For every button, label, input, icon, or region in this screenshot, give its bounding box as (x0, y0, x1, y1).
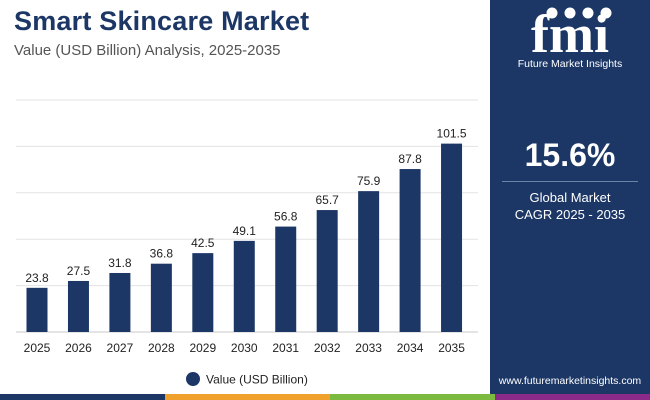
bar-2027 (109, 272, 131, 332)
x-tick-label: 2031 (272, 341, 299, 355)
x-tick-label: 2027 (107, 341, 134, 355)
x-tick-label: 2035 (438, 341, 465, 355)
stripe-segment (165, 394, 330, 400)
data-label-2025: 23.8 (25, 271, 49, 285)
data-label-2035: 101.5 (437, 127, 467, 141)
x-tick-label: 2032 (314, 341, 341, 355)
x-tick-label: 2026 (65, 341, 92, 355)
legend-label: Value (USD Billion) (206, 373, 308, 387)
cagr-label-line1: Global Market (529, 190, 611, 205)
cagr-label: Global Market CAGR 2025 - 2035 (490, 189, 650, 223)
logo-icon-dot (546, 7, 558, 19)
bar-2029 (192, 253, 214, 332)
x-tick-label: 2028 (148, 341, 175, 355)
logo-icon-dot (582, 7, 594, 19)
data-label-2034: 87.8 (398, 152, 422, 166)
bar-2034 (399, 169, 421, 332)
stripe-segment (330, 394, 495, 400)
bar-2030 (233, 240, 255, 332)
x-tick-label: 2029 (189, 341, 216, 355)
data-label-2027: 31.8 (108, 256, 132, 270)
panel-divider (502, 181, 638, 182)
bar-2035 (441, 143, 463, 332)
data-label-2033: 75.9 (357, 174, 381, 188)
data-label-2026: 27.5 (67, 264, 91, 278)
bar-2031 (275, 226, 297, 332)
bar-2033 (358, 191, 380, 332)
x-tick-label: 2025 (24, 341, 51, 355)
data-label-2032: 65.7 (316, 193, 340, 207)
cagr-value: 15.6% (524, 137, 616, 173)
x-tick-label: 2033 (355, 341, 382, 355)
logo-tagline: Future Market Insights (517, 58, 623, 70)
bar-2032 (316, 210, 338, 332)
bar-2026 (67, 280, 89, 332)
stripe-segment (495, 394, 650, 400)
data-label-2031: 56.8 (274, 210, 298, 224)
x-tick-label: 2030 (231, 341, 258, 355)
bar-2025 (26, 287, 48, 332)
data-label-2029: 42.5 (191, 236, 215, 250)
website-link[interactable]: www.futuremarketinsights.com (498, 375, 642, 387)
fmi-logo: fmi (531, 6, 612, 58)
chart-title: Smart Skincare Market (14, 6, 310, 36)
chart-subtitle: Value (USD Billion) Analysis, 2025-2035 (14, 42, 281, 59)
legend-marker (186, 372, 200, 386)
stripe-segment (0, 394, 165, 400)
bottom-color-stripe (0, 394, 650, 400)
data-label-2030: 49.1 (233, 224, 257, 238)
logo-icon-dot (600, 7, 612, 19)
bar-chart: 23.8 2025 27.5 2026 31.8 2027 36.8 2028 42.5 2029… (16, 99, 478, 387)
logo-icon-dot (564, 7, 576, 19)
cagr-label-line2: CAGR 2025 - 2035 (514, 207, 626, 222)
data-label-2028: 36.8 (150, 247, 174, 261)
x-tick-label: 2034 (397, 341, 424, 355)
bar-2028 (150, 263, 172, 332)
summary-panel: fmi Future Market Insights 15.6% Global … (490, 0, 650, 394)
